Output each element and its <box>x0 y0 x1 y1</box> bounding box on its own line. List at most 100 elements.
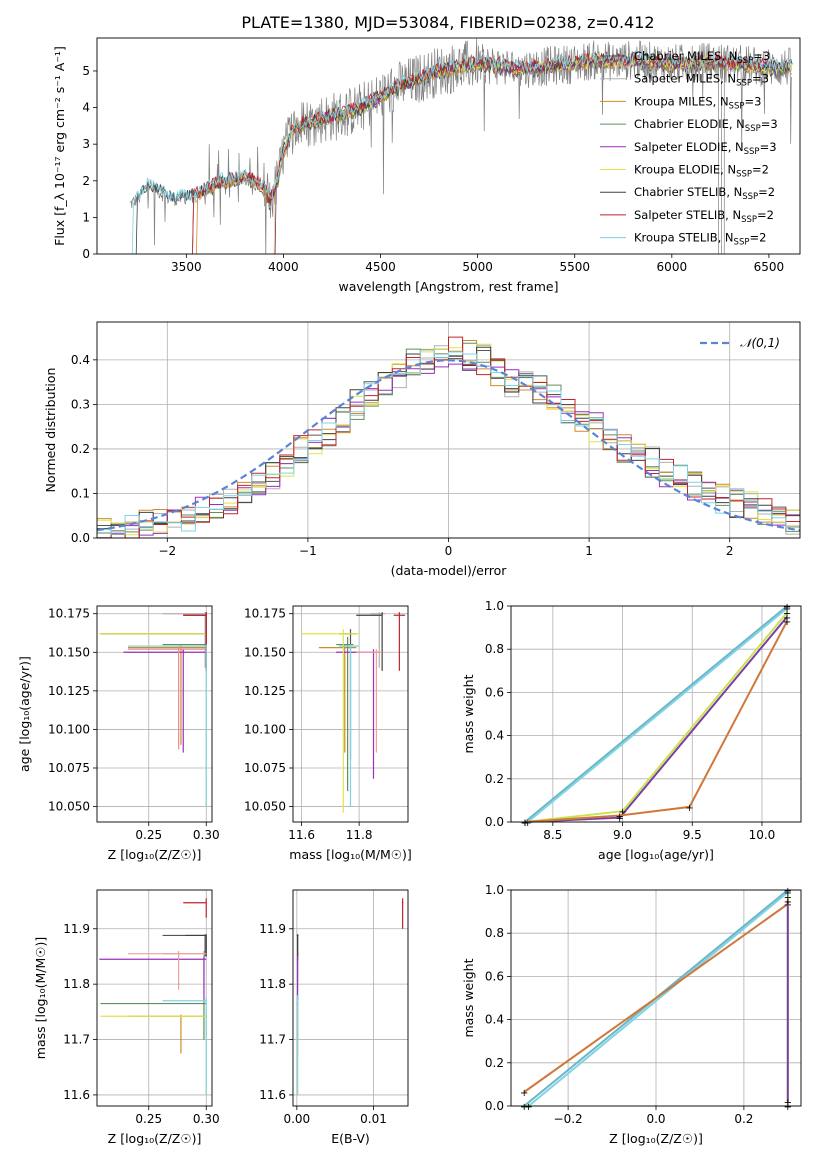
mass-vs-z-errorbars <box>99 898 207 1095</box>
mass-vs-z-frame: 0.25 0.30 11.6 11.7 11.8 11.9 Z [log₁₀(Z/Z☉)] m… <box>33 889 220 1146</box>
x-tick-label: −0.2 <box>554 1112 583 1126</box>
x-axis-label: Z [log₁₀(Z/Z☉)] <box>108 847 202 862</box>
x-tick-label: 5000 <box>462 260 493 274</box>
y-tick-label: 0.2 <box>71 442 90 456</box>
mass-vs-ebv-errorbars <box>296 898 404 1095</box>
plus-marker: + <box>520 1088 528 1099</box>
histogram-series <box>97 349 800 535</box>
legend-label: Chabrier MILES, NSSP=3 <box>634 49 770 66</box>
plus-marker: + <box>524 818 532 829</box>
y-axis-label: Flux [f_λ 10⁻¹⁷ erg cm⁻² s⁻¹ A⁻¹] <box>52 46 67 246</box>
figure-title: PLATE=1380, MJD=53084, FIBERID=0238, z=0… <box>241 13 654 32</box>
axes-frame <box>510 605 802 823</box>
legend-label: Kroupa ELODIE, NSSP=2 <box>634 163 769 180</box>
y-tick-label: 0.2 <box>485 772 504 786</box>
massweight-line <box>527 891 789 1107</box>
spectrum-frame: 3500 4000 4500 5000 5500 6000 6500 0 1 2 3 4 5 wavele… <box>52 37 801 294</box>
y-tick-label: 5 <box>82 64 90 78</box>
x-tick-label: 0.30 <box>193 828 220 842</box>
x-tick-label: −1 <box>299 544 317 558</box>
x-tick-label: −2 <box>158 544 176 558</box>
y-tick-label: 1.0 <box>485 883 504 897</box>
y-tick-label: 10.150 <box>244 645 286 659</box>
plus-marker: + <box>521 818 529 829</box>
x-axis-label: Z [log₁₀(Z/Z☉)] <box>609 1131 703 1146</box>
y-tick-label: 3 <box>82 137 90 151</box>
massweight-line <box>524 620 788 823</box>
plus-marker: + <box>783 602 791 613</box>
plus-marker: + <box>521 818 529 829</box>
x-tick-label: 4500 <box>365 260 396 274</box>
legend-label: Kroupa MILES, NSSP=3 <box>634 94 761 111</box>
legend-label: Salpeter ELODIE, NSSP=3 <box>634 140 777 157</box>
x-tick-label: 5500 <box>559 260 590 274</box>
y-tick-label: 0.1 <box>71 486 90 500</box>
y-tick-label: 0.3 <box>71 397 90 411</box>
x-tick-label: 0.00 <box>283 1112 310 1126</box>
histogram-series <box>97 363 800 538</box>
legend-label: 𝒩(0,1) <box>740 336 780 350</box>
x-tick-label: 0 <box>445 544 453 558</box>
y-axis-label: Normed distribution <box>43 368 58 493</box>
massweight-line <box>523 903 789 1093</box>
y-tick-label: 11.9 <box>259 922 286 936</box>
y-tick-label: 0 <box>82 247 90 261</box>
y-tick-label: 0.8 <box>485 642 504 656</box>
x-tick-label: 9.5 <box>683 828 702 842</box>
normal-curve <box>97 359 800 532</box>
x-tick-label: 1 <box>585 544 593 558</box>
y-tick-label: 0.4 <box>71 353 90 367</box>
axes-frame <box>96 37 801 255</box>
plus-marker: + <box>521 818 529 829</box>
x-tick-label: 6500 <box>754 260 785 274</box>
legend-label: Salpeter MILES, NSSP=3 <box>634 72 769 89</box>
histogram-data <box>97 336 800 538</box>
plus-marker: + <box>783 617 791 628</box>
plus-marker: + <box>616 812 624 823</box>
x-tick-label: 3500 <box>171 260 202 274</box>
x-tick-label: 4000 <box>268 260 299 274</box>
axes-frame <box>292 605 409 823</box>
x-tick-label: 0.2 <box>734 1112 753 1126</box>
y-tick-label: 0.0 <box>485 815 504 829</box>
plus-marker: + <box>784 886 792 897</box>
y-tick-label: 1.0 <box>485 599 504 613</box>
plus-marker: + <box>784 897 792 908</box>
x-tick-label: 0.30 <box>193 1112 220 1126</box>
plus-marker: + <box>784 1098 792 1109</box>
y-tick-label: 10.100 <box>48 722 90 736</box>
y-tick-label: 11.6 <box>63 1088 90 1102</box>
spectrum-legend: Chabrier MILES, NSSP=3 Salpeter MILES, NS… <box>600 49 778 248</box>
y-tick-label: 1 <box>82 210 90 224</box>
x-axis-label: wavelength [Angstrom, rest frame] <box>338 279 558 294</box>
massweight-age-lines: +++++ +++++++++ <box>521 602 792 829</box>
y-tick-label: 10.050 <box>244 800 286 814</box>
y-tick-label: 0.4 <box>485 729 504 743</box>
y-axis-label: age [log₁₀(age/yr)] <box>17 656 32 772</box>
plus-marker: + <box>618 807 626 818</box>
massweight-line <box>527 607 788 823</box>
spectrum-data <box>129 38 793 254</box>
y-tick-label: 11.8 <box>63 977 90 991</box>
axes-frame <box>96 889 213 1107</box>
y-tick-label: 0.8 <box>485 926 504 940</box>
x-tick-label: 11.8 <box>346 828 373 842</box>
y-tick-label: 0.6 <box>485 685 504 699</box>
massweight-vs-z-frame: −0.2 0.0 0.2 0.0 0.2 0.4 0.6 0.8 1.0 Z [log₁₀(Z/Z… <box>461 883 802 1146</box>
age-vs-z-frame: 0.25 0.30 10.050 10.075 10.100 10.125 10.150 10… <box>17 605 220 862</box>
x-axis-label: age [log₁₀(age/yr)] <box>598 847 714 862</box>
y-axis-label: mass [log₁₀(M/M☉)] <box>33 937 48 1059</box>
plus-marker: + <box>524 1102 532 1113</box>
axes-frame <box>96 605 213 823</box>
plus-marker: + <box>616 814 624 825</box>
x-axis-label: Z [log₁₀(Z/Z☉)] <box>108 1131 202 1146</box>
y-tick-label: 10.125 <box>244 684 286 698</box>
plus-marker: + <box>520 1102 528 1113</box>
y-tick-label: 0.0 <box>485 1099 504 1113</box>
massweight-line <box>524 611 788 823</box>
y-tick-label: 10.075 <box>48 761 90 775</box>
y-tick-label: 10.175 <box>244 607 286 621</box>
age-vs-mass-errorbars <box>301 612 406 813</box>
legend-label: Kroupa STELIB, NSSP=2 <box>634 231 766 248</box>
